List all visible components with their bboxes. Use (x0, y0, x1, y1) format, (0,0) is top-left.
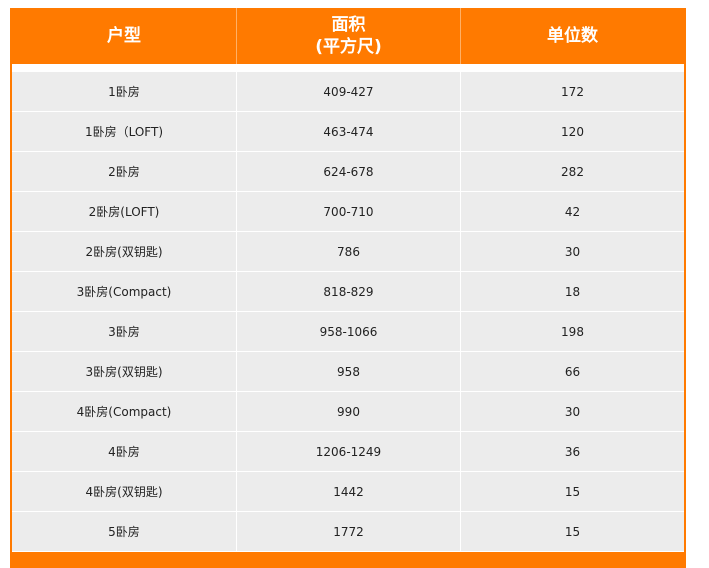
cell-area: 786 (236, 232, 460, 271)
cell-unit-count: 282 (460, 152, 684, 191)
table-row: 4卧房(双钥匙) 1442 15 (12, 472, 684, 512)
table-row: 1卧房 409-427 172 (12, 72, 684, 112)
cell-unit-count: 30 (460, 392, 684, 431)
table-header: 户型 面积 (平方尺) 单位数 (12, 8, 684, 64)
cell-unit-type: 1卧房（LOFT) (84, 125, 164, 139)
cell-area: 409-427 (236, 72, 460, 111)
cell-unit-count: 30 (460, 232, 684, 271)
header-area: 面积 (平方尺) (236, 8, 460, 64)
cell-area: 958-1066 (236, 312, 460, 351)
table-row: 3卧房(双钥匙) 958 66 (12, 352, 684, 392)
table-body: 1卧房 409-427 172 1卧房（LOFT) 463-474 120 2卧房 624-6… (12, 72, 684, 552)
cell-unit-count: 172 (460, 72, 684, 111)
table-row: 4卧房(Compact) 990 30 (12, 392, 684, 432)
cell-area: 990 (236, 392, 460, 431)
header-unit-type: 户型 (12, 8, 236, 64)
cell-area: 958 (236, 352, 460, 391)
header-area-unit: (平方尺) (315, 37, 382, 57)
cell-area: 1206-1249 (236, 432, 460, 471)
cell-area: 1442 (236, 472, 460, 511)
table-row: 3卧房(Compact) 818-829 18 (12, 272, 684, 312)
table-row: 3卧房 958-1066 198 (12, 312, 684, 352)
cell-unit-count: 66 (460, 352, 684, 391)
table-row: 4卧房 1206-1249 36 (12, 432, 684, 472)
cell-area: 624-678 (236, 152, 460, 191)
cell-unit-type: 2卧房 (108, 165, 140, 179)
cell-unit-count: 18 (460, 272, 684, 311)
cell-unit-count: 198 (460, 312, 684, 351)
cell-area: 818-829 (236, 272, 460, 311)
table-row: 2卧房(LOFT) 700-710 42 (12, 192, 684, 232)
cell-unit-type: 4卧房(双钥匙) (85, 485, 163, 499)
cell-unit-type: 5卧房 (108, 525, 140, 539)
cell-unit-count: 120 (460, 112, 684, 151)
cell-unit-type: 2卧房(双钥匙) (85, 245, 163, 259)
table-row: 1卧房（LOFT) 463-474 120 (12, 112, 684, 152)
cell-unit-type: 4卧房 (108, 445, 140, 459)
cell-unit-type: 3卧房(Compact) (76, 285, 172, 299)
header-unit-type-label: 户型 (107, 26, 141, 46)
table-row: 2卧房 624-678 282 (12, 152, 684, 192)
cell-unit-count: 36 (460, 432, 684, 471)
table-row: 2卧房(双钥匙) 786 30 (12, 232, 684, 272)
cell-unit-type: 4卧房(Compact) (76, 405, 172, 419)
cell-unit-type: 1卧房 (108, 85, 140, 99)
cell-area: 1772 (236, 512, 460, 551)
cell-unit-type: 3卧房(双钥匙) (85, 365, 163, 379)
cell-unit-count: 42 (460, 192, 684, 231)
cell-unit-count: 15 (460, 472, 684, 511)
cell-area: 700-710 (236, 192, 460, 231)
cell-unit-type: 3卧房 (108, 325, 140, 339)
header-unit-count-label: 单位数 (547, 26, 598, 46)
header-area-label: 面积 (331, 15, 366, 35)
table-row: 5卧房 1772 15 (12, 512, 684, 552)
header-unit-count: 单位数 (460, 8, 684, 64)
cell-unit-count: 15 (460, 512, 684, 551)
cell-area: 463-474 (236, 112, 460, 151)
unit-table: 户型 面积 (平方尺) 单位数 1卧房 409-427 172 1卧房（LOFT) 46… (10, 8, 686, 568)
cell-unit-type: 2卧房(LOFT) (88, 205, 160, 219)
header-gap (12, 64, 684, 72)
